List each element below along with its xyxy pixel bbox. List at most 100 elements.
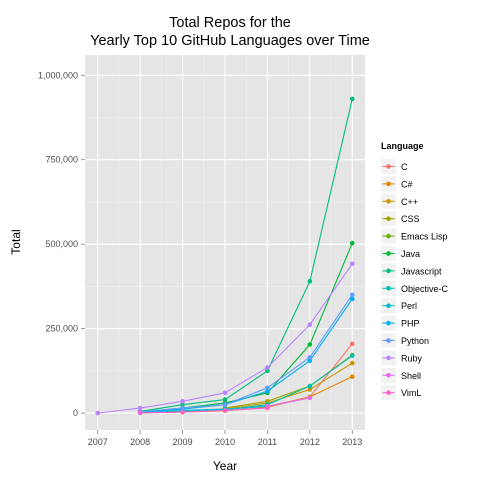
data-point-python	[265, 385, 270, 391]
legend-item-emacs-lisp: Emacs Lisp	[381, 228, 448, 244]
data-point-python	[222, 402, 228, 407]
data-point-viml	[137, 410, 143, 416]
data-point-python	[180, 405, 185, 411]
data-point-php	[349, 296, 355, 302]
data-point-ruby	[265, 365, 270, 370]
legend-key-point	[386, 320, 391, 326]
x-tick-label: 2007	[88, 437, 108, 447]
y-axis-title: Total	[9, 229, 23, 254]
legend-key-point	[386, 286, 391, 291]
legend-key-point	[386, 233, 391, 239]
series-line-php	[140, 298, 353, 413]
series-lines	[97, 98, 353, 414]
legend-key-point	[386, 355, 391, 361]
legend-item-java: Java	[381, 246, 420, 261]
series-line-viml	[140, 407, 268, 414]
legend-label: Java	[401, 249, 420, 259]
legend-item-shell: Shell	[381, 367, 421, 383]
legend-label: VimL	[401, 388, 421, 398]
legend-key-point	[386, 268, 391, 274]
data-point-css	[265, 398, 270, 404]
series-line-shell	[267, 397, 310, 407]
data-point-viml	[222, 408, 228, 413]
data-point-javascript	[349, 96, 355, 102]
data-point-c-	[349, 374, 355, 379]
data-point-viml	[265, 405, 270, 411]
legend-label: Python	[401, 336, 429, 346]
data-point-javascript	[222, 397, 228, 402]
legend: Language C C# C++ CSS Emacs Lisp Java Javascri…	[381, 141, 449, 401]
legend-key-point	[386, 303, 391, 309]
legend-label: Emacs Lisp	[401, 232, 448, 242]
legend-label: Javascript	[401, 266, 442, 276]
y-tick-label: 750,000	[45, 155, 78, 165]
data-point-ruby	[307, 322, 313, 327]
chart-title-line-2: Yearly Top 10 GitHub Languages over Time	[90, 33, 370, 49]
data-point-ruby	[137, 405, 143, 411]
data-point-javascript	[180, 402, 185, 407]
legend-label: PHP	[401, 319, 420, 329]
legend-key-point	[386, 181, 391, 187]
legend-label: C	[401, 162, 408, 172]
series-line-perl	[140, 405, 268, 413]
legend-item-php: PHP	[381, 315, 420, 331]
legend-label: Perl	[401, 301, 417, 311]
series-line-javascript	[140, 98, 353, 412]
data-point-java	[307, 342, 313, 347]
x-tick-label: 2009	[173, 437, 193, 447]
data-point-php	[307, 358, 313, 364]
data-point-java	[349, 240, 355, 246]
y-axis-ticks: 0 250,000 500,000 750,000 1,000,000	[38, 70, 85, 418]
data-point-objective-c	[349, 353, 355, 358]
data-point-c-	[349, 360, 355, 366]
data-point-php	[265, 388, 270, 394]
x-tick-label: 2012	[300, 437, 320, 447]
data-point-ruby	[222, 390, 228, 396]
legend-item-c-: C#	[381, 176, 413, 192]
data-point-javascript	[265, 368, 270, 374]
legend-label: C#	[401, 179, 413, 189]
x-tick-label: 2010	[215, 437, 235, 447]
legend-item-python: Python	[381, 333, 429, 348]
x-tick-label: 2011	[258, 437, 277, 447]
x-axis-ticks: 2007 2008 2009 2010 2011 2012 2013	[88, 430, 362, 447]
legend-key-point	[386, 164, 391, 169]
legend-label: CSS	[401, 214, 420, 224]
data-point-ruby	[180, 398, 185, 404]
data-point-viml	[180, 409, 185, 415]
legend-item-c: C	[381, 159, 408, 174]
data-point-c	[349, 341, 355, 347]
chart-title-line-1: Total Repos for the	[169, 15, 291, 31]
legend-item-objective-c: Objective-C	[381, 280, 449, 296]
legend-title: Language	[381, 141, 424, 151]
series-points	[95, 96, 355, 416]
data-point-c-	[307, 387, 313, 392]
data-point-python	[307, 355, 313, 360]
legend-item-perl: Perl	[381, 298, 417, 314]
legend-key-point	[386, 390, 391, 396]
legend-key-point	[386, 216, 391, 221]
series-line-python	[140, 294, 353, 413]
y-tick-label: 500,000	[45, 239, 78, 249]
legend-key-point	[386, 199, 391, 204]
legend-label: Ruby	[401, 353, 423, 363]
legend-label: Shell	[401, 371, 421, 381]
legend-item-ruby: Ruby	[381, 350, 423, 366]
data-point-objective-c	[307, 383, 313, 389]
x-tick-label: 2008	[130, 437, 150, 447]
y-tick-label: 0	[73, 408, 78, 418]
legend-item-viml: VimL	[381, 385, 421, 401]
data-point-ruby	[349, 261, 355, 267]
legend-label: C++	[401, 197, 418, 207]
y-tick-label: 250,000	[45, 324, 78, 334]
legend-key-point	[386, 338, 391, 343]
data-point-javascript	[307, 279, 313, 284]
legend-label: Objective-C	[401, 284, 449, 294]
data-point-ruby	[95, 410, 101, 416]
x-tick-label: 2013	[342, 437, 362, 447]
data-point-shell	[307, 395, 313, 401]
legend-item-javascript: Javascript	[381, 263, 442, 279]
y-tick-label: 1,000,000	[38, 70, 78, 80]
legend-item-c-: C++	[381, 193, 418, 209]
